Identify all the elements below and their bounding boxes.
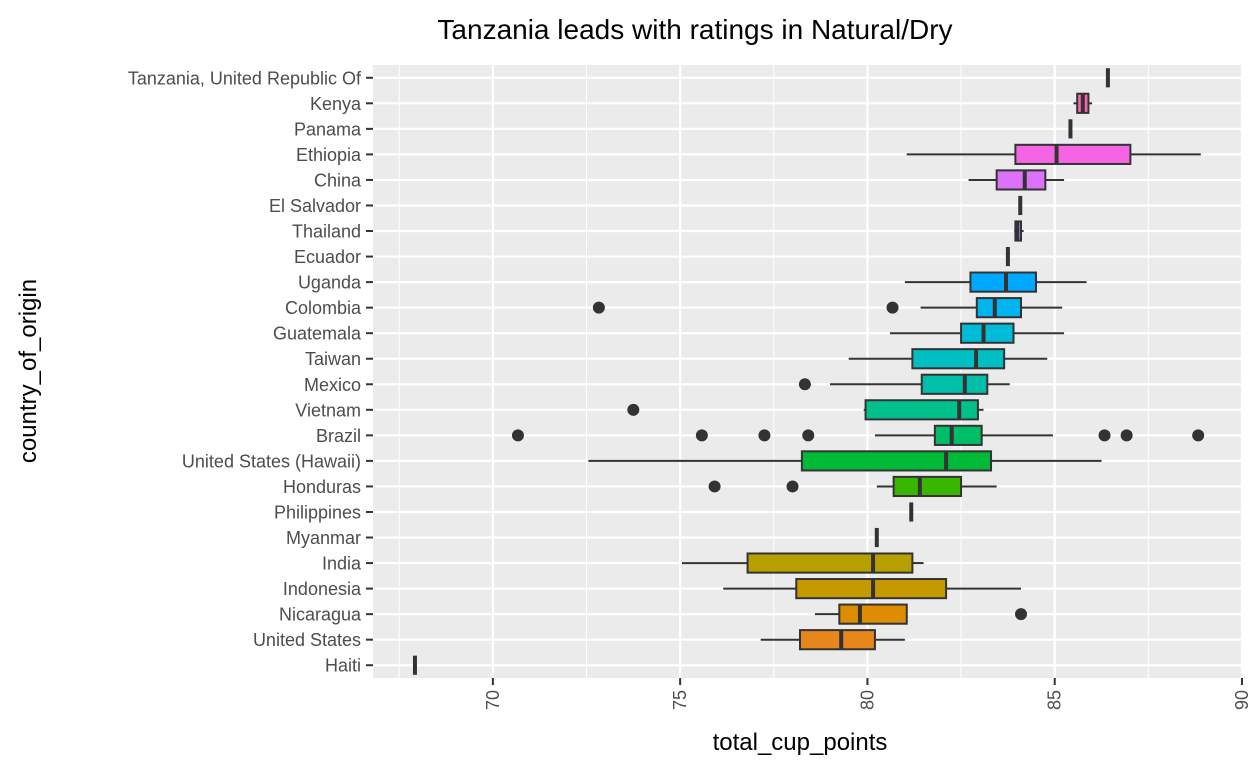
y-tick-label: China — [314, 170, 362, 190]
y-tick-label: Thailand — [292, 222, 361, 242]
x-tick-label: 80 — [857, 690, 877, 710]
box-china — [968, 169, 1065, 191]
y-tick-label: United States (Hawaii) — [182, 451, 361, 471]
box-body — [975, 297, 1023, 319]
y-tick-label: Kenya — [310, 94, 362, 114]
box-vietnam — [627, 399, 984, 421]
y-tick-label: Vietnam — [295, 400, 361, 420]
box-honduras — [708, 475, 997, 498]
outlier-point — [1192, 429, 1205, 442]
box-thailand — [1014, 220, 1024, 242]
box-body — [920, 373, 989, 395]
x-tick-label: 85 — [1045, 690, 1065, 710]
y-tick-label: Mexico — [304, 375, 361, 395]
box-layer — [412, 68, 1205, 675]
y-tick-label: Panama — [294, 119, 362, 139]
y-tick-label: Colombia — [285, 298, 362, 318]
y-tick-label: Haiti — [325, 656, 361, 676]
box-united-states — [760, 629, 905, 651]
box-uganda — [904, 271, 1087, 293]
box-body — [995, 169, 1047, 191]
outlier-point — [886, 301, 899, 314]
y-tick-label: Myanmar — [286, 528, 361, 548]
box-nicaragua — [814, 603, 1028, 625]
box-body — [1014, 143, 1132, 165]
box-body — [799, 629, 876, 651]
box-colombia — [592, 297, 1063, 319]
box-body — [864, 399, 979, 421]
box-united-states-hawaii — [588, 450, 1102, 472]
box-mexico — [798, 373, 1010, 395]
y-tick-label: Guatemala — [273, 324, 362, 344]
box-indonesia — [723, 578, 1022, 600]
box-taiwan — [848, 348, 1048, 370]
y-tick-label: Brazil — [316, 426, 361, 446]
y-axis-title: country_of_origin — [15, 279, 42, 463]
y-tick-label: Ecuador — [294, 247, 361, 267]
box-body — [892, 475, 963, 498]
chart-title: Tanzania leads with ratings in Natural/D… — [437, 14, 952, 45]
outlier-point — [708, 480, 721, 493]
y-tick-label: Tanzania, United Republic Of — [128, 68, 362, 88]
box-body — [911, 348, 1006, 370]
x-tick-label: 75 — [670, 690, 690, 710]
box-guatemala — [889, 322, 1065, 344]
y-tick-label: Honduras — [283, 477, 361, 497]
x-axis: 70 75 80 85 90 — [483, 678, 1248, 710]
y-tick-label: India — [322, 554, 362, 574]
outlier-point — [592, 301, 605, 314]
y-tick-label: United States — [253, 630, 361, 650]
box-india — [682, 552, 924, 574]
y-tick-label: Nicaragua — [279, 605, 362, 625]
outlier-point — [1098, 429, 1111, 442]
outlier-point — [1015, 608, 1028, 621]
outlier-point — [786, 480, 799, 493]
y-tick-label: Taiwan — [305, 349, 361, 369]
outlier-point — [627, 403, 640, 416]
y-tick-label: Uganda — [298, 273, 362, 293]
x-tick-label: 70 — [483, 690, 503, 710]
outlier-point — [695, 429, 708, 442]
box-body — [960, 322, 1015, 344]
y-tick-label: Ethiopia — [296, 145, 362, 165]
y-tick-label: Indonesia — [283, 579, 362, 599]
y-axis: Tanzania, United Republic Of Kenya Panama E… — [128, 68, 373, 676]
box-body — [838, 603, 908, 625]
box-body — [800, 450, 993, 472]
box-ethiopia — [906, 143, 1201, 165]
box-body — [933, 424, 983, 446]
outlier-point — [798, 378, 811, 391]
outlier-point — [758, 429, 771, 442]
outlier-point — [1120, 429, 1133, 442]
outlier-point — [802, 429, 815, 442]
box-kenya — [1073, 92, 1093, 114]
y-tick-label: El Salvador — [269, 196, 361, 216]
box-body — [746, 552, 914, 574]
plot-panel — [373, 65, 1242, 678]
y-tick-label: Philippines — [274, 502, 361, 522]
box-body — [969, 271, 1037, 293]
outlier-point — [511, 429, 524, 442]
x-axis-title: total_cup_points — [713, 729, 888, 756]
box-brazil — [511, 424, 1205, 446]
x-tick-label: 90 — [1232, 690, 1248, 710]
